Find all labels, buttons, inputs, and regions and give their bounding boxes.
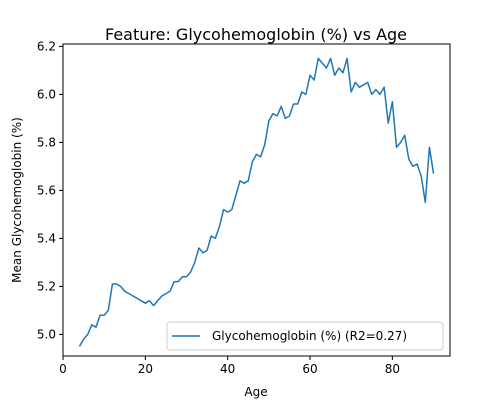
plot-area: 0 20 40 60 80 5.0 5.2 5.4 5.6 5.8 6.0 6.2: [37, 39, 435, 376]
x-axis-label: Age: [244, 385, 267, 399]
y-tick-label: 5.4: [37, 231, 56, 245]
y-tick-label: 5.8: [37, 135, 56, 149]
x-tick-label: 0: [59, 362, 67, 376]
x-tick-label: 20: [138, 362, 153, 376]
x-tick-label: 60: [302, 362, 317, 376]
legend: Glycohemoglobin (%) (R2=0.27): [166, 321, 444, 351]
chart-title: Feature: Glycohemoglobin (%) vs Age: [105, 25, 407, 44]
y-axis-label: Mean Glycohemoglobin (%): [10, 117, 24, 283]
y-tick-label: 5.2: [37, 279, 56, 293]
x-tick-label: 40: [220, 362, 235, 376]
y-tick-label: 6.2: [37, 39, 56, 53]
legend-box: [166, 321, 444, 351]
legend-label: Glycohemoglobin (%) (R2=0.27): [212, 329, 407, 343]
series-line: [78, 57, 435, 347]
x-tick-label: 80: [385, 362, 400, 376]
y-tick-label: 5.0: [37, 327, 56, 341]
y-tick-label: 6.0: [37, 87, 56, 101]
plot-frame: [62, 43, 451, 357]
y-tick-label: 5.6: [37, 183, 56, 197]
